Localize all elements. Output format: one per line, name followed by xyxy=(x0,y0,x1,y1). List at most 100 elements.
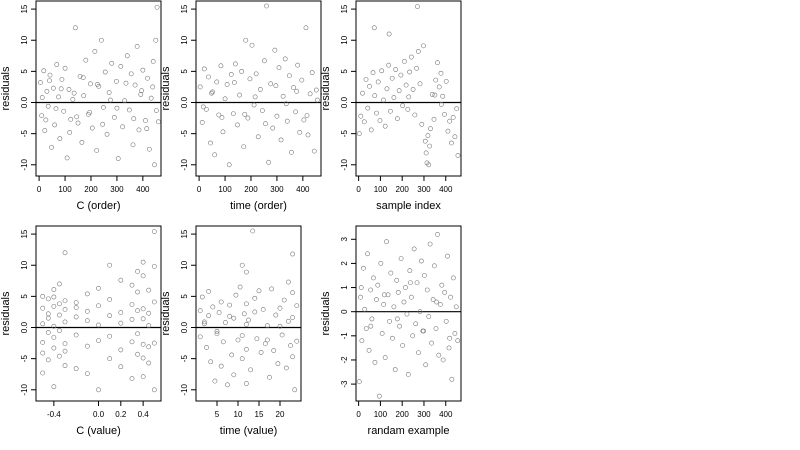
data-point xyxy=(446,345,452,351)
data-point xyxy=(305,132,311,138)
data-point xyxy=(148,95,154,101)
data-point xyxy=(45,315,51,321)
data-point xyxy=(73,25,78,31)
data-point xyxy=(51,323,57,329)
data-point xyxy=(273,312,279,318)
data-point xyxy=(118,364,124,370)
y-tick-label: 3 xyxy=(340,237,349,242)
data-point xyxy=(445,253,450,259)
data-point xyxy=(361,265,366,271)
data-point xyxy=(197,308,203,314)
plot-frame xyxy=(195,0,322,177)
data-point xyxy=(214,328,220,334)
data-point xyxy=(253,71,259,77)
x-axis-title: randam example xyxy=(368,425,450,437)
data-point xyxy=(389,75,395,81)
data-point xyxy=(239,68,245,74)
data-point xyxy=(256,288,262,294)
panel-4: -0.4 0.0 0.2 0.4 -10 -5 0.0 5 10 15 C (value) resid… xyxy=(0,225,162,437)
data-point xyxy=(39,113,45,118)
data-point xyxy=(40,350,46,356)
data-point xyxy=(43,117,49,123)
data-point xyxy=(374,110,379,116)
data-point xyxy=(73,332,79,338)
y-tick-label: 15 xyxy=(180,229,189,238)
data-point xyxy=(241,311,247,317)
x-tick-label: 300 xyxy=(270,185,284,194)
data-point xyxy=(145,75,150,81)
data-point xyxy=(290,251,295,257)
x-tick-label: 300 xyxy=(110,185,124,194)
data-point xyxy=(233,292,239,298)
data-point xyxy=(52,122,58,128)
data-point xyxy=(283,101,289,107)
data-point xyxy=(214,79,220,85)
data-point xyxy=(397,323,402,329)
data-point xyxy=(381,302,387,307)
plot-frame xyxy=(195,225,302,402)
data-point xyxy=(243,37,249,43)
data-point xyxy=(393,67,399,72)
data-point xyxy=(403,285,408,290)
data-point xyxy=(417,309,423,315)
y-tick-label: 0.0 xyxy=(340,96,349,108)
y-tick-label: -3 xyxy=(340,380,349,388)
data-point xyxy=(247,76,253,82)
data-point xyxy=(400,343,406,348)
data-point xyxy=(228,72,234,77)
x-axis-title: C (order) xyxy=(76,200,120,212)
data-point xyxy=(281,297,287,303)
data-point xyxy=(39,95,45,100)
data-point xyxy=(140,316,146,322)
data-point xyxy=(360,90,365,96)
data-point xyxy=(449,140,454,146)
data-point xyxy=(280,93,286,99)
data-point xyxy=(411,246,417,252)
data-point xyxy=(443,78,449,84)
data-point xyxy=(104,131,110,137)
data-point xyxy=(424,287,430,293)
data-point xyxy=(62,298,68,304)
data-point xyxy=(49,144,54,150)
data-point xyxy=(277,323,283,329)
y-tick-label: 0.0 xyxy=(20,96,29,108)
data-point xyxy=(84,371,90,376)
data-point xyxy=(88,81,93,87)
data-point xyxy=(294,338,300,344)
points xyxy=(356,232,461,399)
data-point xyxy=(208,359,214,365)
data-point xyxy=(197,84,203,90)
data-point xyxy=(384,86,390,92)
data-point xyxy=(81,93,87,99)
y-axis-title: residuals xyxy=(0,291,12,336)
data-point xyxy=(282,56,288,62)
data-point xyxy=(254,336,260,342)
data-point xyxy=(225,382,230,388)
data-point xyxy=(73,300,79,305)
data-point xyxy=(233,61,238,67)
data-point xyxy=(359,338,365,344)
data-point xyxy=(398,72,404,78)
y-axis-title: residuals xyxy=(320,291,332,336)
data-point xyxy=(272,47,278,53)
data-point xyxy=(235,122,240,128)
data-point xyxy=(385,292,391,298)
data-point xyxy=(57,312,62,318)
data-point xyxy=(56,94,61,100)
data-point xyxy=(73,305,79,310)
data-point xyxy=(255,134,261,140)
y-tick-label: 10 xyxy=(180,35,189,44)
data-point xyxy=(146,323,152,329)
data-point xyxy=(410,87,416,92)
data-point xyxy=(416,350,421,356)
y-axis-title: residuals xyxy=(0,66,12,111)
data-point xyxy=(151,299,157,305)
data-point xyxy=(304,113,310,118)
data-point xyxy=(51,345,57,351)
data-point xyxy=(369,316,375,322)
data-point xyxy=(438,70,444,76)
data-point xyxy=(410,333,416,339)
data-point xyxy=(219,115,225,120)
data-point xyxy=(96,338,101,343)
data-point xyxy=(111,115,117,120)
